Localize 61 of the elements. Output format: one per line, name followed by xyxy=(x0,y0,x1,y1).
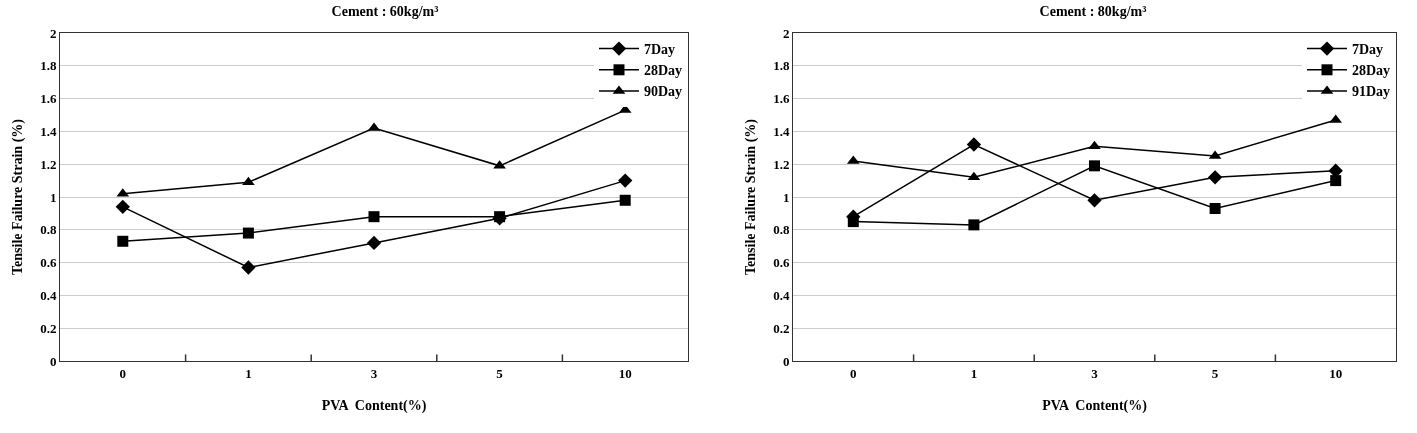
y-tick-label: 1.4 xyxy=(773,123,790,139)
legend-label: 90Day xyxy=(644,84,683,100)
point xyxy=(1087,193,1102,208)
point xyxy=(366,235,382,251)
point xyxy=(117,235,129,247)
x-tick-label: 0 xyxy=(850,365,857,381)
x-tick-label: 5 xyxy=(1211,365,1219,381)
point xyxy=(968,219,980,231)
x-tick-label: 10 xyxy=(618,365,632,381)
y-tick-label: 0.6 xyxy=(773,255,790,271)
y-tick-label: 0.2 xyxy=(40,320,57,336)
chart-title: Cement : 60kg/m³ xyxy=(331,4,439,20)
y-tick-label: 0.8 xyxy=(40,222,57,238)
point xyxy=(1207,170,1223,185)
legend-label: 7Day xyxy=(1352,42,1384,58)
y-tick-label: 1.8 xyxy=(773,58,790,74)
point xyxy=(1209,202,1221,214)
legend-label: 28Day xyxy=(644,63,683,79)
y-tick-label: 0 xyxy=(49,353,57,369)
x-tick-label: 1 xyxy=(245,365,252,381)
point xyxy=(115,199,130,214)
y-tick-label: 1.2 xyxy=(773,156,790,172)
point xyxy=(368,211,380,223)
point xyxy=(1330,175,1342,187)
chart-title: Cement : 80kg/m³ xyxy=(1039,4,1147,20)
y-tick-label: 1 xyxy=(782,189,790,205)
y-tick-label: 0.6 xyxy=(40,255,57,271)
y-axis-title: Tensile Failure Strain (%) xyxy=(743,118,759,275)
legend-label: 91Day xyxy=(1352,84,1391,100)
legend-label: 28Day xyxy=(1352,63,1391,79)
point xyxy=(618,173,633,188)
point xyxy=(966,137,982,152)
y-tick-label: 1.6 xyxy=(773,91,790,107)
legend-label: 7Day xyxy=(644,42,676,58)
y-tick-label: 0.8 xyxy=(773,222,790,238)
x-axis-title: PVA Content(%) xyxy=(1042,397,1148,414)
x-tick-label: 3 xyxy=(1091,365,1099,381)
point xyxy=(619,194,631,206)
y-tick-label: 1 xyxy=(49,189,57,205)
y-tick-label: 2 xyxy=(49,25,57,41)
x-tick-label: 0 xyxy=(119,365,127,381)
y-tick-label: 1.6 xyxy=(40,91,57,107)
y-tick-label: 1.2 xyxy=(40,156,57,172)
y-tick-label: 1.8 xyxy=(40,58,57,74)
point xyxy=(242,227,254,239)
y-axis-title: Tensile Failure Strain (%) xyxy=(10,118,26,275)
point xyxy=(241,260,256,275)
y-tick-label: 0.4 xyxy=(40,287,57,303)
x-tick-label: 5 xyxy=(496,365,504,381)
x-tick-label: 10 xyxy=(1329,365,1343,381)
x-tick-label: 3 xyxy=(370,365,378,381)
x-tick-label: 1 xyxy=(970,365,978,381)
y-tick-label: 1.4 xyxy=(40,123,57,139)
point xyxy=(967,171,981,181)
x-axis-title: PVA Content(%) xyxy=(321,397,427,414)
y-tick-label: 0.2 xyxy=(773,320,790,336)
point xyxy=(1089,160,1100,172)
point xyxy=(1328,163,1343,178)
y-tick-label: 0 xyxy=(782,353,790,369)
y-tick-label: 2 xyxy=(782,25,790,41)
y-tick-label: 0.4 xyxy=(773,287,790,303)
